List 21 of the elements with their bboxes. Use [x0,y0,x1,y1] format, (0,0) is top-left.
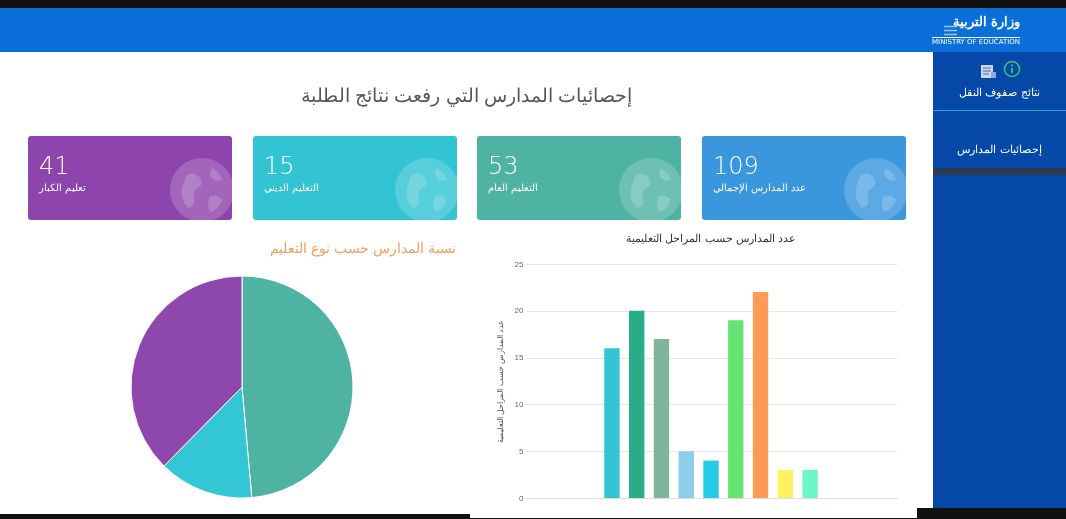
y-tick-label: 20 [514,306,525,316]
y-tick-label: 10 [514,399,525,409]
y-axis-title: عدد المدارس حسب المراحل التعليمية [495,320,505,443]
y-tick-label: 0 [519,493,525,503]
category-label: تعليم الكبار [39,182,86,193]
category-label: التعليم العام [488,182,538,193]
text: إحصائيات المدارس [956,143,1043,156]
y-tick-label: 15 [514,353,525,363]
text: إحصائيات المدارس التي رفعت نتائج الطلبة [299,84,634,107]
data-label: 109 [713,152,759,180]
data-label: 41 [39,152,70,180]
data-label: 53 [488,152,519,180]
data-label: 15 [264,152,295,180]
text: نتائج صفوف النقل [958,86,1041,99]
category-label: التعليم الديني [264,182,319,193]
text: وزارة التربية [952,14,1020,29]
chart-title: عدد المدارس حسب المراحل التعليمية [626,232,796,245]
y-tick-label: 5 [519,446,525,456]
category-label: عدد المدارس الإجمالي [713,182,806,193]
y-tick-label: 25 [514,259,525,269]
chart-title: نسبة المدارس حسب نوع التعليم [270,240,456,257]
